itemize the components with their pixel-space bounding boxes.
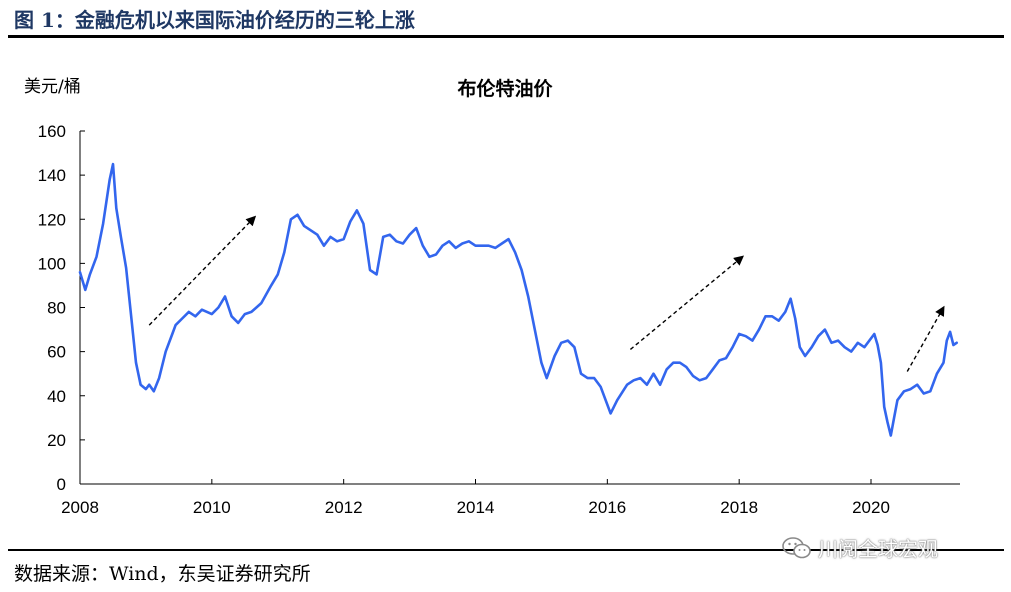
y-axis-unit-label: 美元/桶	[24, 77, 81, 97]
y-tick-label: 0	[57, 475, 66, 494]
x-tick-label: 2018	[720, 498, 758, 517]
x-tick-label: 2014	[457, 498, 495, 517]
chart-title: 布伦特油价	[457, 77, 553, 100]
wechat-icon	[782, 536, 811, 558]
annotations-group	[148, 215, 945, 372]
data-source-note: 数据来源：Wind，东吴证券研究所	[14, 563, 311, 585]
trend-arrow	[629, 255, 745, 350]
brent-price-line	[78, 162, 959, 437]
y-tick-label: 100	[38, 254, 66, 273]
y-tick-label: 120	[38, 210, 66, 229]
x-tick-label: 2020	[852, 498, 890, 517]
bottom-rule	[8, 549, 1004, 551]
y-tick-label: 80	[47, 299, 66, 318]
x-tick-label: 2010	[193, 498, 231, 517]
y-tick-label: 140	[38, 166, 66, 185]
wechat-watermark: 川阅全球宏观	[782, 533, 938, 562]
y-tick-label: 40	[47, 387, 66, 406]
trend-arrow	[906, 305, 945, 372]
x-tick-label: 2016	[588, 498, 626, 517]
y-tick-label: 20	[47, 431, 66, 450]
figure-title: 图 1：金融危机以来国际油价经历的三轮上涨	[14, 8, 415, 32]
x-tick-label: 2008	[61, 498, 99, 517]
y-tick-label: 160	[38, 122, 66, 141]
axes: 0 20 40 60 80 100 120 140 160 2008 2010 2012 2014 201…	[38, 122, 960, 517]
top-rule	[8, 35, 1004, 38]
series-group	[78, 162, 959, 437]
watermark-text: 川阅全球宏观	[818, 537, 938, 561]
x-tick-label: 2012	[325, 498, 363, 517]
y-tick-label: 60	[47, 343, 66, 362]
